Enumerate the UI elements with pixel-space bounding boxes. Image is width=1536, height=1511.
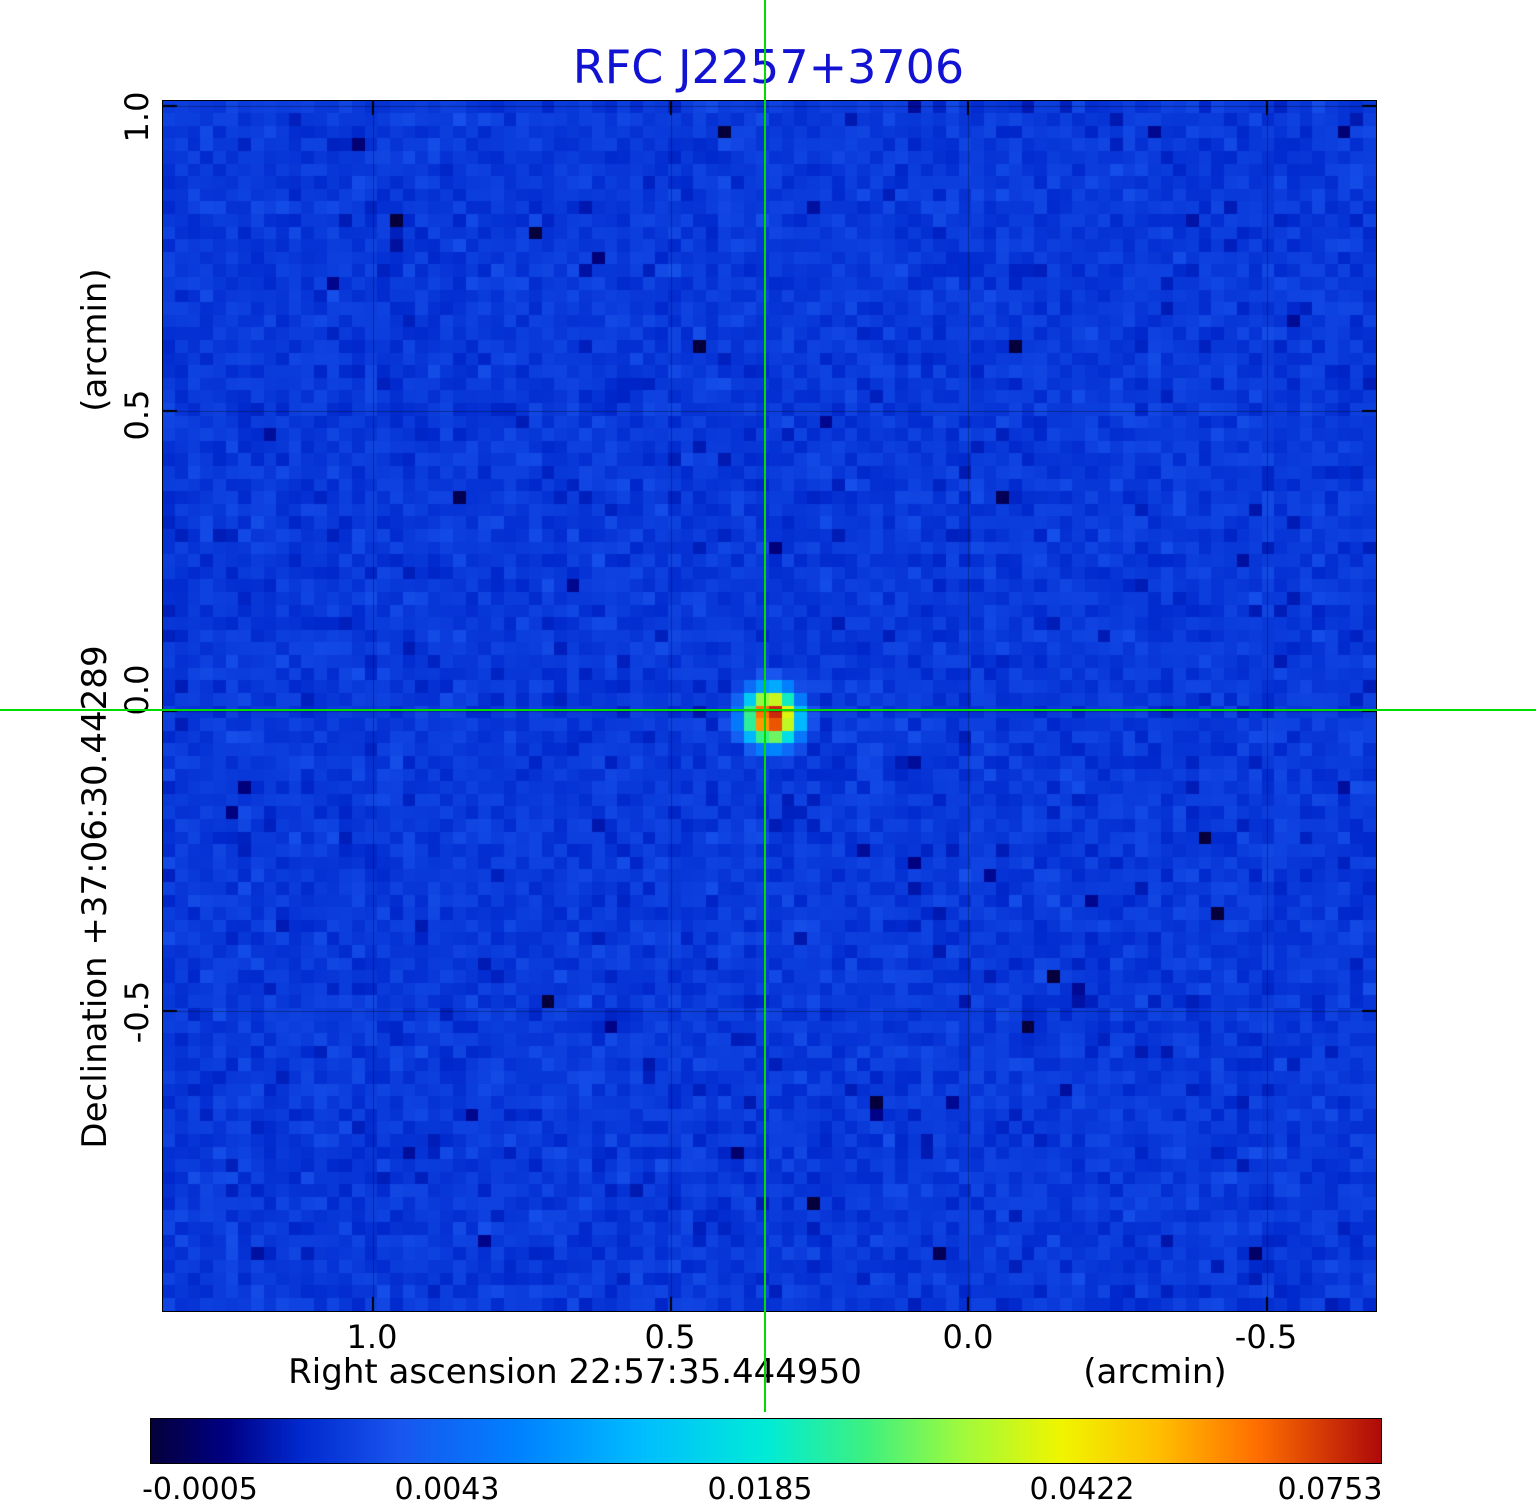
y-tick-label-0.0: 0.0 (118, 664, 156, 716)
colorbar-wedge (150, 1418, 1382, 1464)
colorbar-label-75: 0.0422 (1029, 1472, 1135, 1507)
x-axis-title: Right ascension 22:57:35.444950 (288, 1352, 862, 1392)
y-axis-unit-label: (arcmin) (75, 268, 115, 412)
x-tick-label-1.0: 1.0 (346, 1318, 398, 1356)
colorbar-gradient (151, 1419, 1381, 1463)
x-tick-label--0.5: -0.5 (1234, 1318, 1298, 1356)
y-axis-title: Declination +37:06:30.44289 (75, 645, 115, 1149)
colorbar-label-min: -0.0005 (142, 1472, 258, 1507)
x-tick-label-0.0: 0.0 (942, 1318, 994, 1356)
x-tick-label-0.5: 0.5 (644, 1318, 696, 1356)
y-tick-label--0.5: -0.5 (118, 980, 156, 1044)
colorbar-label-25: 0.0043 (394, 1472, 500, 1507)
sky-map-heatmap (163, 101, 1376, 1311)
y-tick-label-0.5: 0.5 (118, 389, 156, 441)
colorbar-label-max: 0.0753 (1277, 1472, 1383, 1507)
x-axis-unit-label: (arcmin) (1083, 1352, 1227, 1392)
colorbar-label-50: 0.0185 (707, 1472, 813, 1507)
y-tick-label-1.0: 1.0 (118, 91, 156, 143)
sky-map-panel (162, 100, 1377, 1312)
figure-title: RFC J2257+3706 (572, 40, 965, 94)
